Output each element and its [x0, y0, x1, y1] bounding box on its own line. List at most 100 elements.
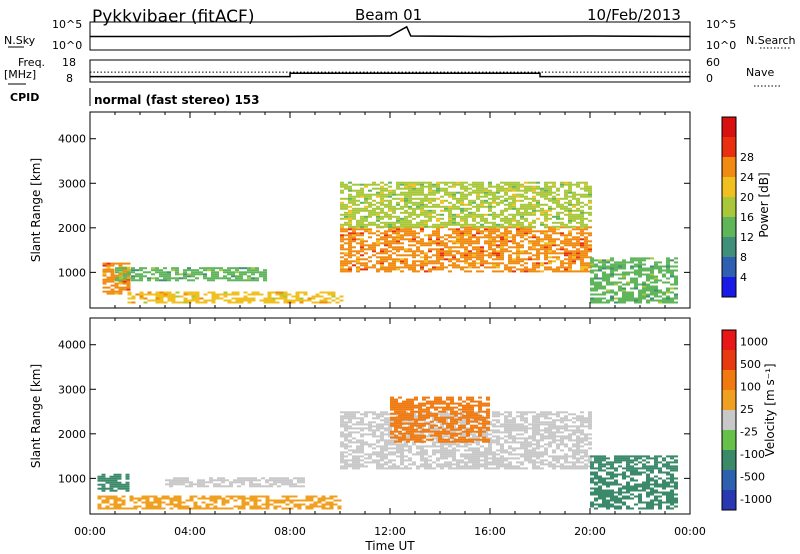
heatmap-cell	[438, 430, 442, 433]
heatmap-cell	[352, 232, 356, 235]
heatmap-cell	[450, 408, 454, 411]
heatmap-cell	[532, 199, 536, 202]
heatmap-cell	[454, 418, 458, 421]
heatmap-cell	[410, 436, 414, 439]
heatmap-cell	[580, 193, 584, 196]
heatmap-cell	[568, 207, 572, 210]
heatmap-cell	[598, 485, 602, 488]
heatmap-cell	[444, 465, 448, 468]
heatmap-cell	[468, 215, 472, 218]
heatmap-cell	[508, 181, 512, 184]
heatmap-cell	[235, 301, 240, 304]
heatmap-cell	[109, 507, 114, 510]
heatmap-cell	[520, 221, 524, 224]
heatmap-cell	[532, 459, 536, 462]
heatmap-cell	[466, 410, 470, 413]
heatmap-cell	[630, 291, 634, 294]
heatmap-cell	[548, 417, 552, 420]
heatmap-cell	[352, 207, 356, 210]
heatmap-cell	[532, 417, 536, 420]
heatmap-cell	[380, 193, 384, 196]
heatmap-cell	[356, 457, 360, 460]
heatmap-cell	[410, 430, 414, 433]
heatmap-cell	[289, 479, 293, 482]
heatmap-cell	[662, 269, 666, 272]
heatmap-cell	[622, 301, 626, 304]
heatmap-cell	[576, 453, 580, 456]
heatmap-cell	[159, 275, 163, 278]
heatmap-cell	[434, 398, 438, 401]
heatmap-cell	[428, 211, 432, 214]
heatmap-cell	[109, 479, 114, 482]
heatmap-cell	[406, 408, 410, 411]
heatmap-cell	[536, 240, 540, 243]
heatmap-cell	[512, 467, 516, 470]
heatmap-cell	[414, 410, 418, 413]
heatmap-cell	[488, 447, 492, 450]
heatmap-cell	[153, 497, 158, 500]
heatmap-cell	[209, 495, 214, 498]
heatmap-cell	[348, 449, 352, 452]
heatmap-cell	[402, 402, 406, 405]
heatmap-cell	[486, 402, 490, 405]
heatmap-cell	[606, 279, 610, 282]
heatmap-cell	[626, 459, 630, 462]
heatmap-cell	[191, 273, 195, 276]
heatmap-cell	[576, 199, 580, 202]
heatmap-cell	[360, 191, 364, 194]
heatmap-cell	[432, 209, 436, 212]
y-tick-label: 1000	[58, 266, 86, 279]
heatmap-cell	[456, 445, 460, 448]
heatmap-cell	[594, 489, 598, 492]
heatmap-cell	[171, 267, 175, 270]
heatmap-cell	[348, 201, 352, 204]
heatmap-cell	[544, 268, 548, 271]
heatmap-cell	[380, 189, 384, 192]
heatmap-cell	[348, 195, 352, 198]
heatmap-cell	[466, 418, 470, 421]
heatmap-cell	[548, 193, 552, 196]
heatmap-cell	[277, 499, 282, 502]
heatmap-cell	[500, 252, 504, 255]
heatmap-cell	[472, 465, 476, 468]
heatmap-cell	[364, 415, 368, 418]
heatmap-cell	[480, 459, 484, 462]
heatmap-cell	[181, 483, 185, 486]
heatmap-cell	[468, 211, 472, 214]
heatmap-cell	[480, 185, 484, 188]
heatmap-cell	[674, 275, 678, 278]
heatmap-cell	[622, 455, 626, 458]
heatmap-cell	[568, 425, 572, 428]
heatmap-cell	[297, 477, 301, 480]
heatmap-cell	[544, 256, 548, 259]
heatmap-cell	[576, 467, 580, 470]
heatmap-cell	[118, 264, 123, 267]
heatmap-cell	[580, 457, 584, 460]
heatmap-cell	[618, 483, 622, 486]
heatmap-cell	[356, 431, 360, 434]
heatmap-cell	[480, 455, 484, 458]
heatmap-cell	[598, 459, 602, 462]
heatmap-cell	[109, 483, 114, 486]
heatmap-cell	[560, 226, 564, 229]
heatmap-cell	[131, 279, 135, 282]
heatmap-cell	[466, 430, 470, 433]
heatmap-cell	[452, 217, 456, 220]
heatmap-cell	[484, 236, 488, 239]
heatmap-cell	[424, 244, 428, 247]
heatmap-cell	[484, 451, 488, 454]
heatmap-cell	[191, 279, 195, 282]
heatmap-cell	[364, 199, 368, 202]
heatmap-cell	[524, 441, 528, 444]
heatmap-cell	[520, 463, 524, 466]
heatmap-cell	[388, 443, 392, 446]
heatmap-cell	[392, 463, 396, 466]
heatmap-cell	[614, 283, 618, 286]
heatmap-cell	[618, 289, 622, 292]
heatmap-cell	[183, 277, 187, 280]
heatmap-cell	[540, 439, 544, 442]
heatmap-cell	[626, 469, 630, 472]
heatmap-cell	[420, 205, 424, 208]
heatmap-cell	[512, 207, 516, 210]
heatmap-cell	[408, 225, 412, 228]
